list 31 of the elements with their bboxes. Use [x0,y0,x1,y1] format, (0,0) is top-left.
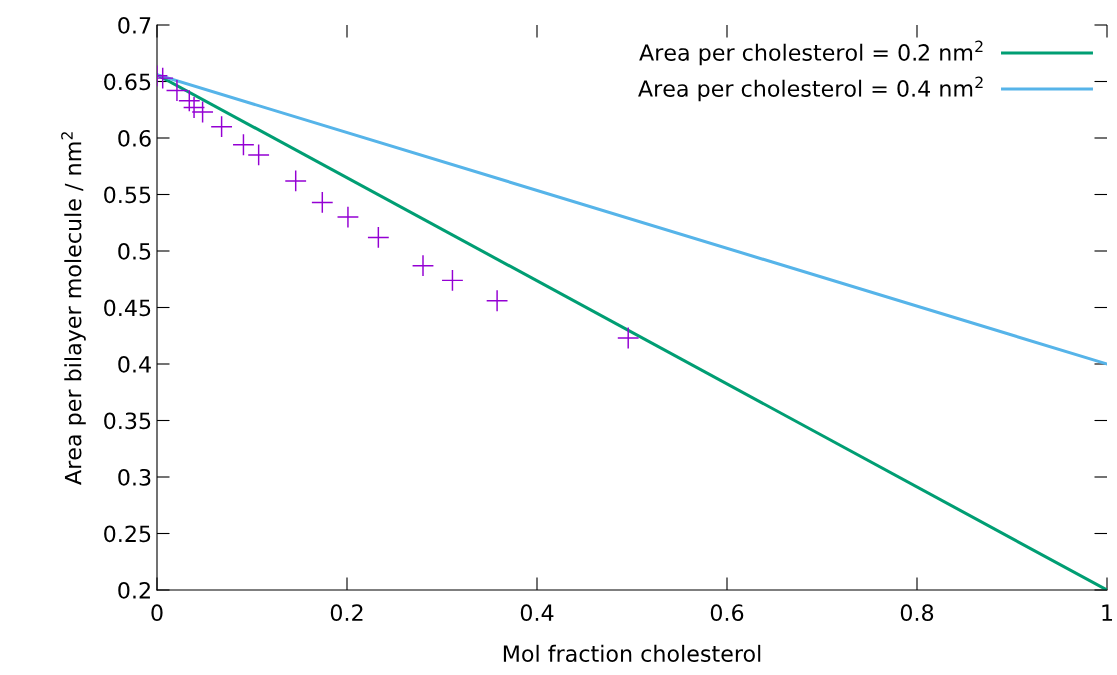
point [248,144,270,166]
x-tick-label: 0.8 [900,604,934,622]
y-tick-label: 0.35 [104,412,151,430]
y-tick-label: 0.25 [104,525,151,543]
x-axis-title: Mol fraction cholesterol [503,644,761,663]
x-tick-label: 0.4 [520,604,554,622]
legend-label: Area per cholesterol = 0.4 nm$^{2}$ [638,76,983,102]
point [285,170,307,192]
y-axis-title: Area per bilayer molecule / nm$^{2}$ [61,132,86,485]
point [192,101,214,123]
point [486,290,508,312]
point [337,206,359,228]
y-tick-label: 0.55 [104,186,151,204]
point [166,80,188,101]
x-tick-label: 0.2 [330,604,363,622]
y-tick-label: 0.5 [118,242,151,260]
x-tick-label: 1 [1102,604,1113,621]
y-tick-label: 0.45 [104,299,151,317]
y-tick-label: 0.7 [118,16,151,34]
point [183,97,205,118]
point [233,134,254,156]
x-tick-label: 0 [151,604,163,622]
y-tick-label: 0.4 [118,355,151,373]
x-tick-label: 0.6 [710,604,744,622]
y-tick-label: 0.6 [118,129,151,147]
y-tick-label: 0.2 [118,581,150,599]
y-tick-label: 0.3 [118,468,151,486]
point [617,327,639,349]
point [412,255,434,277]
legend-label: Area per cholesterol = 0.2 nm$^{2}$ [639,40,983,66]
y-tick-label: 0.65 [104,73,151,91]
